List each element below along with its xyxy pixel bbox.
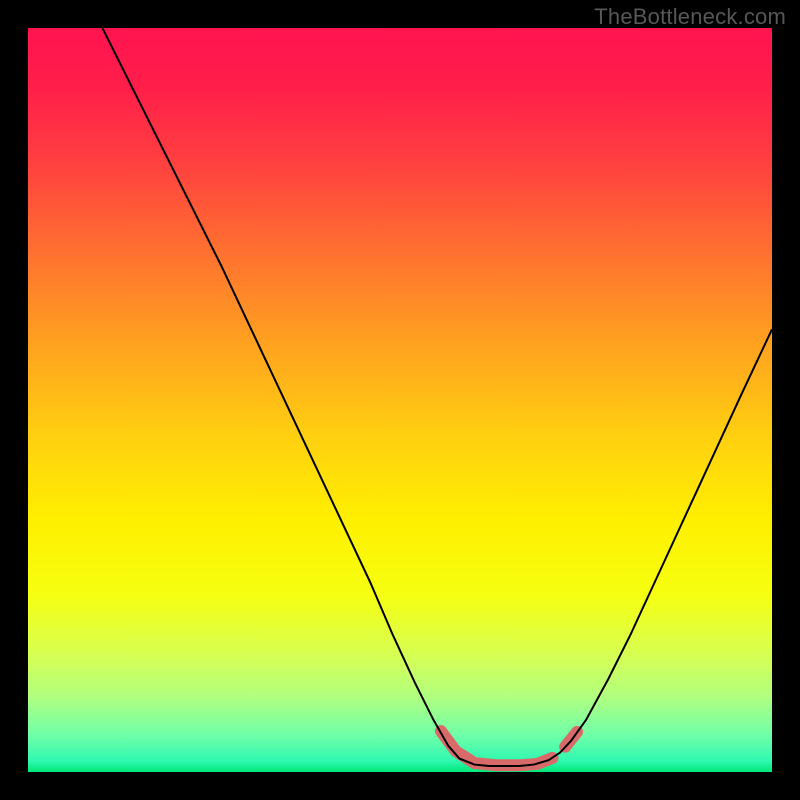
bottleneck-chart	[0, 0, 800, 800]
gradient-background	[28, 28, 772, 772]
chart-stage: TheBottleneck.com	[0, 0, 800, 800]
watermark-text: TheBottleneck.com	[594, 4, 786, 30]
